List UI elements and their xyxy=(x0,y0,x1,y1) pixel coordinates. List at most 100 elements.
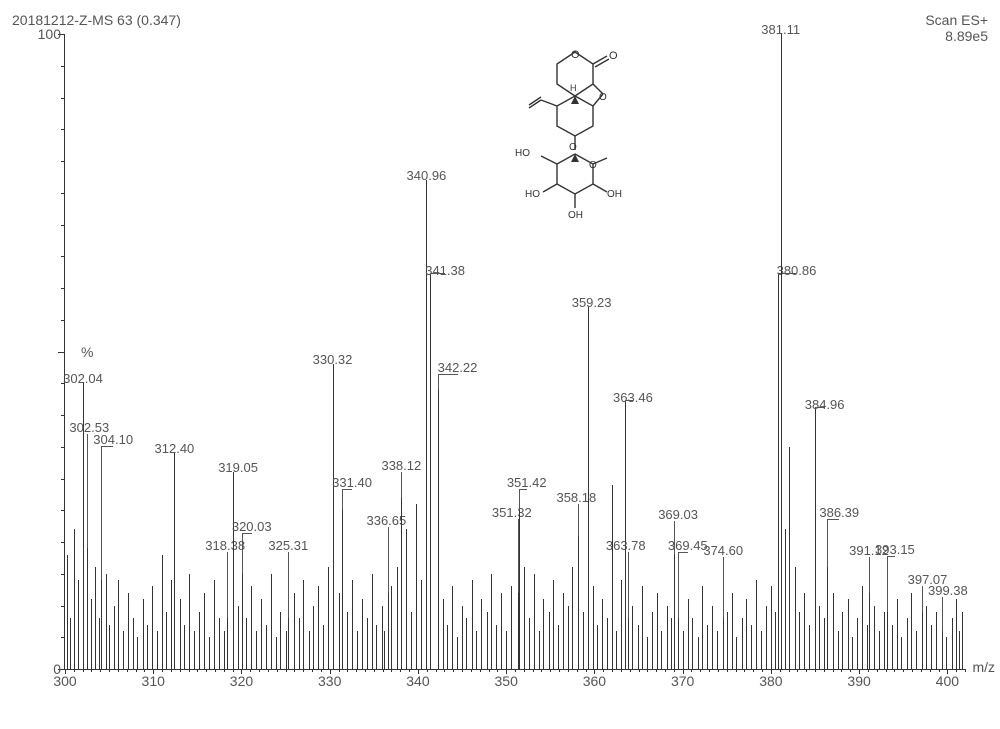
xtick-label: 340 xyxy=(406,669,429,689)
peak-label: 386.39 xyxy=(819,505,859,520)
peak-leader xyxy=(438,374,439,390)
spectrum-bar xyxy=(384,631,385,669)
spectrum-bar xyxy=(118,580,119,669)
molecule-structure-icon: O O H O O xyxy=(475,34,675,234)
spectrum-bar xyxy=(642,586,643,669)
spectrum-bar xyxy=(702,586,703,669)
xtick-minor xyxy=(356,669,357,672)
spectrum-bar xyxy=(683,631,684,669)
spectrum-bar xyxy=(727,612,728,669)
xtick-minor xyxy=(886,669,887,672)
xtick-minor xyxy=(118,669,119,672)
spectrum-bar xyxy=(657,593,658,669)
xtick-minor xyxy=(471,669,472,672)
xtick-minor xyxy=(797,669,798,672)
spectrum-bar xyxy=(842,612,843,669)
xtick-minor xyxy=(374,669,375,672)
xtick-minor xyxy=(277,669,278,672)
spectrum-bar xyxy=(852,637,853,669)
xtick-minor xyxy=(303,669,304,672)
xtick-minor xyxy=(603,669,604,672)
xtick-minor xyxy=(691,669,692,672)
spectrum-bar xyxy=(874,606,875,670)
spectrum-bar xyxy=(558,625,559,669)
xtick-minor xyxy=(197,669,198,672)
spectrum-bar xyxy=(491,574,492,669)
spectrum-bar xyxy=(189,574,190,669)
spectrum-bar xyxy=(288,618,289,669)
spectrum-bar xyxy=(496,625,497,669)
spectrum-bar xyxy=(430,275,431,669)
xtick-minor xyxy=(365,669,366,672)
ytick-mark xyxy=(61,225,65,226)
xtick-minor xyxy=(180,669,181,672)
spectrum-bar xyxy=(563,593,564,669)
spectrum-bar xyxy=(946,637,947,669)
xtick-minor xyxy=(930,669,931,672)
ytick-label: 100 xyxy=(38,26,65,42)
spectrum-bar xyxy=(280,612,281,669)
xtick-minor xyxy=(541,669,542,672)
xtick-minor xyxy=(339,669,340,672)
spectrum-bar xyxy=(578,536,579,669)
peak-label: 318.38 xyxy=(205,538,245,553)
ytick-mark xyxy=(61,320,65,321)
spectrum-bar xyxy=(952,618,953,669)
spectrum-bar xyxy=(95,567,96,669)
spectrum-bar xyxy=(180,599,181,669)
peak-leader xyxy=(519,489,520,510)
spectrum-bar xyxy=(147,625,148,669)
y-axis-label: % xyxy=(81,344,93,360)
spectrum-bar xyxy=(462,606,463,670)
spectrum-bar xyxy=(406,529,407,669)
peak-label: 351.32 xyxy=(492,505,532,520)
xtick-minor xyxy=(665,669,666,672)
ytick-mark xyxy=(61,256,65,257)
spectrum-bar xyxy=(524,567,525,669)
spectrum-bar xyxy=(318,586,319,669)
spectrum-bar xyxy=(778,275,779,669)
spectrum-bar xyxy=(294,593,295,669)
spectrum-bar xyxy=(819,606,820,670)
xtick-minor xyxy=(577,669,578,672)
peak-leader xyxy=(227,552,228,618)
xtick-minor xyxy=(100,669,101,672)
spectrum-bar xyxy=(809,625,810,669)
xtick-minor xyxy=(268,669,269,672)
xtick-minor xyxy=(127,669,128,672)
peak-label: 336.65 xyxy=(366,513,406,528)
spectrum-bar xyxy=(174,453,175,669)
spectrum-bar xyxy=(761,631,762,669)
svg-text:O: O xyxy=(599,92,607,103)
peak-leader xyxy=(101,446,102,580)
spectrum-bar xyxy=(879,631,880,669)
spectrum-bar xyxy=(892,625,893,669)
xtick-minor xyxy=(189,669,190,672)
mass-spectrum-chart: 20181212-Z-MS 63 (0.347) Scan ES+ 8.89e5… xyxy=(12,12,988,717)
spectrum-bar xyxy=(884,612,885,669)
svg-text:HO: HO xyxy=(515,148,530,159)
peak-leader xyxy=(288,552,289,618)
svg-text:H: H xyxy=(570,83,577,93)
peak-label: 369.03 xyxy=(658,507,698,522)
peak-label: 363.46 xyxy=(613,390,653,405)
spectrum-bar xyxy=(99,618,100,669)
ytick-mark xyxy=(58,352,65,353)
spectrum-bar xyxy=(862,586,863,669)
ytick-mark xyxy=(61,637,65,638)
spectrum-bar xyxy=(661,631,662,669)
peak-leader xyxy=(388,527,389,593)
xtick-minor xyxy=(171,669,172,672)
spectrum-bar xyxy=(539,631,540,669)
spectrum-bar xyxy=(712,606,713,670)
peak-label: 304.10 xyxy=(93,432,133,447)
spectrum-bar xyxy=(194,631,195,669)
xtick-minor xyxy=(639,669,640,672)
xtick-minor xyxy=(630,669,631,672)
spectrum-bar xyxy=(607,618,608,669)
peak-leader xyxy=(342,489,343,510)
spectrum-bar xyxy=(922,612,923,669)
spectrum-bar xyxy=(74,529,75,669)
ytick-mark xyxy=(61,66,65,67)
spectrum-bar xyxy=(887,612,888,669)
